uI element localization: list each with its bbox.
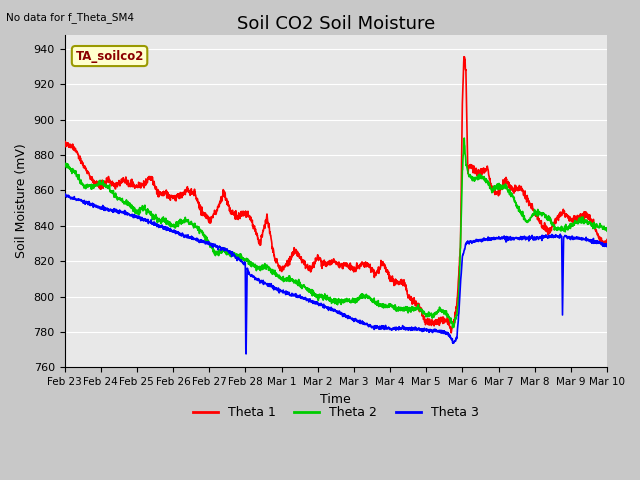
Theta 1 xyxy=(460,54,468,60)
Theta 2 xyxy=(588,223,595,229)
Theta 3 xyxy=(88,200,96,206)
Theta 3 xyxy=(488,236,496,241)
Legend: Theta 1, Theta 2, Theta 3: Theta 1, Theta 2, Theta 3 xyxy=(188,401,484,424)
Y-axis label: Soil Moisture (mV): Soil Moisture (mV) xyxy=(15,144,28,258)
Line: Theta 2: Theta 2 xyxy=(65,138,607,327)
Theta 1 xyxy=(588,219,595,225)
Theta 3 xyxy=(242,351,250,357)
Theta 2 xyxy=(61,162,68,168)
Text: TA_soilco2: TA_soilco2 xyxy=(76,49,144,62)
Theta 3 xyxy=(310,299,318,305)
Theta 3 xyxy=(61,192,68,198)
Theta 1 xyxy=(310,264,317,270)
Theta 2 xyxy=(88,185,96,191)
Text: No data for f_Theta_SM4: No data for f_Theta_SM4 xyxy=(6,12,134,23)
Theta 3 xyxy=(588,237,595,243)
Theta 2 xyxy=(324,296,332,302)
Theta 3 xyxy=(603,243,611,249)
Theta 2 xyxy=(588,221,596,227)
Theta 1 xyxy=(588,221,596,227)
X-axis label: Time: Time xyxy=(321,393,351,406)
Theta 1 xyxy=(447,330,455,336)
Line: Theta 3: Theta 3 xyxy=(65,194,607,354)
Title: Soil CO2 Soil Moisture: Soil CO2 Soil Moisture xyxy=(237,15,435,33)
Line: Theta 1: Theta 1 xyxy=(65,57,607,333)
Theta 2 xyxy=(460,135,468,141)
Theta 2 xyxy=(488,187,496,192)
Theta 3 xyxy=(61,191,69,197)
Theta 1 xyxy=(488,185,496,191)
Theta 1 xyxy=(88,177,96,183)
Theta 2 xyxy=(603,228,611,234)
Theta 1 xyxy=(324,260,332,265)
Theta 1 xyxy=(61,139,68,145)
Theta 2 xyxy=(310,289,317,295)
Theta 3 xyxy=(588,240,596,246)
Theta 3 xyxy=(325,306,333,312)
Theta 2 xyxy=(449,324,456,330)
Theta 1 xyxy=(603,237,611,242)
